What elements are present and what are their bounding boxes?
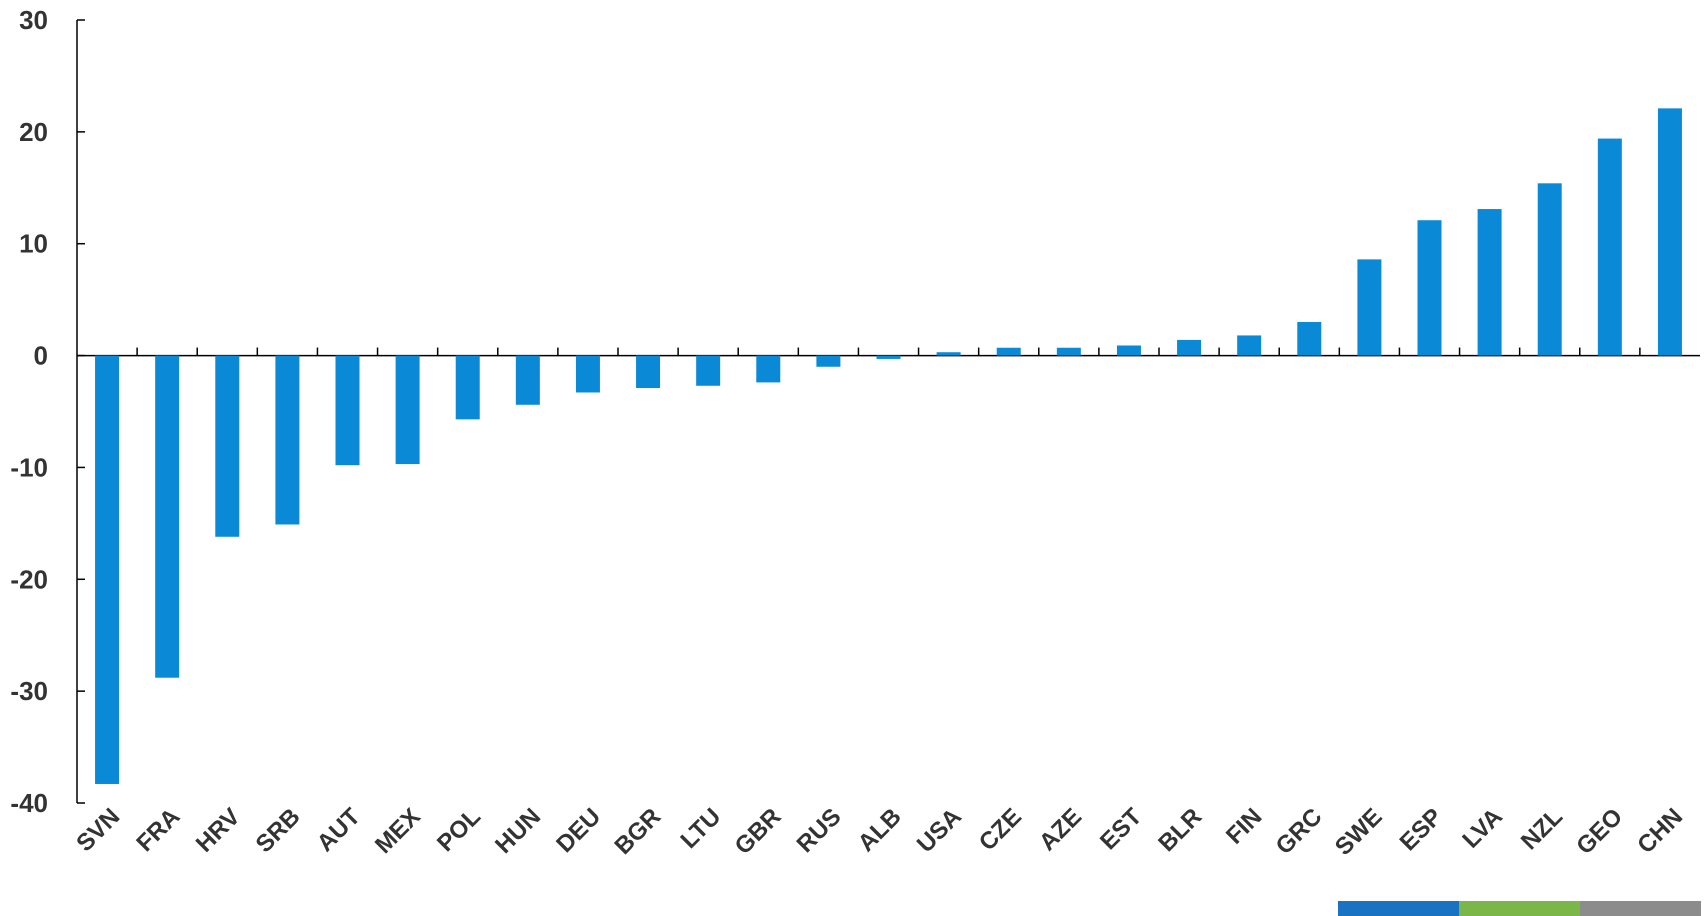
category-label: MEX (370, 803, 426, 859)
y-tick-label: -20 (10, 564, 48, 594)
category-label: ALB (853, 803, 907, 857)
bar-fra (155, 355, 180, 678)
bar-hrv (215, 355, 240, 537)
category-label: CHN (1632, 803, 1688, 859)
bar-blr (1177, 339, 1202, 356)
category-label: HRV (191, 803, 246, 858)
y-tick-label: 20 (19, 117, 48, 147)
bar-geo (1597, 138, 1622, 356)
category-label: DEU (551, 803, 606, 858)
bar-nzl (1537, 183, 1562, 356)
y-tick-label: -10 (10, 452, 48, 482)
bar-gbr (756, 355, 781, 383)
footer-color-strip-blue (1338, 901, 1459, 916)
bar-hun (515, 355, 540, 405)
category-label: AZE (1034, 803, 1087, 856)
category-label: POL (432, 803, 486, 857)
footer-color-strip-green (1459, 901, 1580, 916)
category-label: LTU (676, 803, 727, 854)
category-label: GRC (1271, 803, 1328, 860)
bar-swe (1357, 259, 1382, 356)
bar-pol (455, 355, 480, 420)
category-label: USA (912, 803, 967, 858)
category-label: CZE (974, 803, 1027, 856)
bar-aze (1056, 347, 1081, 356)
bar-srb (275, 355, 300, 525)
y-tick-label: -40 (10, 788, 48, 818)
bar-deu (575, 355, 600, 393)
bar-cze (996, 347, 1021, 356)
bar-chn (1657, 108, 1682, 356)
category-label: SWE (1330, 803, 1388, 861)
category-label: BLR (1153, 803, 1207, 857)
bar-ltu (696, 355, 721, 386)
category-label: GEO (1571, 803, 1628, 860)
category-label: FRA (131, 803, 185, 857)
category-label: SRB (251, 803, 306, 858)
y-tick-label: 10 (19, 229, 48, 259)
y-tick-label: -30 (10, 676, 48, 706)
bar-svn (95, 355, 120, 784)
category-label: AUT (312, 803, 366, 857)
y-tick-label: 30 (19, 5, 48, 35)
bar-esp (1417, 220, 1442, 356)
zero-baseline (77, 347, 1700, 357)
category-label: EST (1095, 803, 1147, 855)
x-axis-labels: SVN FRA HRV SRB AUT MEX POL HUN DEU BGR LTU GBR RUS A… (71, 803, 1688, 861)
bar-grc (1297, 322, 1322, 356)
y-tick-label: 0 (34, 341, 48, 371)
bar-mex (395, 355, 420, 465)
category-label: NZL (1516, 803, 1568, 855)
bar-aut (335, 355, 360, 466)
bar-bgr (636, 355, 661, 389)
bars (95, 108, 1682, 784)
bar-lva (1477, 209, 1502, 356)
bar-alb (876, 355, 901, 359)
category-label: FIN (1221, 803, 1267, 849)
category-label: ESP (1395, 803, 1448, 856)
category-label: RUS (792, 803, 847, 858)
y-axis: 30 20 10 0 -10 -20 -30 -40 (10, 5, 85, 818)
bar-rus (816, 355, 841, 367)
bar-est (1116, 345, 1141, 356)
bar-usa (936, 352, 961, 356)
footer-color-strip-grey (1580, 901, 1701, 916)
category-label: LVA (1457, 803, 1508, 854)
category-label: SVN (71, 803, 125, 857)
category-label: HUN (490, 803, 546, 859)
bar-fin (1237, 335, 1262, 356)
category-label: GBR (730, 803, 787, 860)
category-label: BGR (609, 803, 666, 860)
